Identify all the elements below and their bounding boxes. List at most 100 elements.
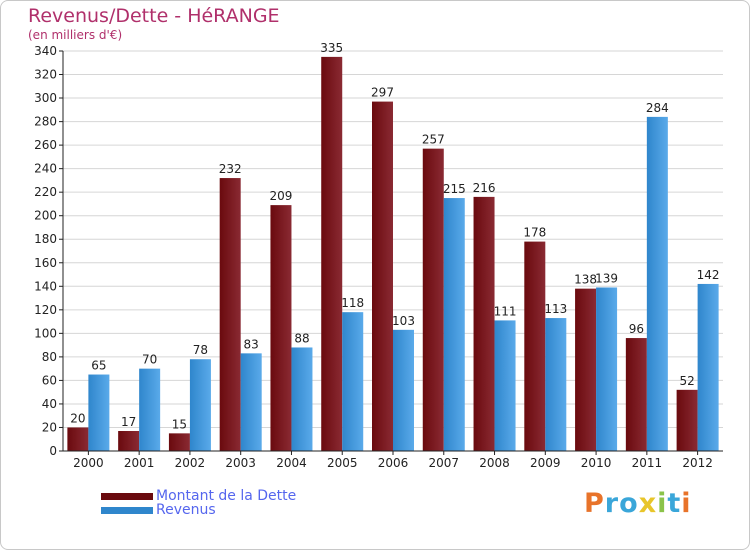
bar-revenue xyxy=(139,368,161,451)
bar-debt-label: 216 xyxy=(473,181,496,195)
y-tick-label: 120 xyxy=(34,303,57,317)
bar-debt xyxy=(524,241,546,451)
chart-title: Revenus/Dette - HéRANGE xyxy=(28,5,280,27)
x-tick-label: 2009 xyxy=(530,456,561,470)
y-tick-label: 300 xyxy=(34,91,57,105)
bar-revenue-label: 139 xyxy=(595,271,618,285)
bar-debt-label: 178 xyxy=(523,226,546,240)
legend-item-revenue: Revenus xyxy=(101,502,216,518)
bar-revenue xyxy=(189,359,211,451)
x-tick-label: 2002 xyxy=(175,456,206,470)
bar-revenue-label: 78 xyxy=(193,343,208,357)
bar-revenue-label: 65 xyxy=(91,359,106,373)
y-tick-label: 160 xyxy=(34,256,57,270)
legend-item-debt: Montant de la Dette xyxy=(101,488,296,504)
bar-debt-label: 232 xyxy=(219,162,242,176)
bar-revenue-label: 88 xyxy=(294,331,309,345)
y-tick-label: 280 xyxy=(34,115,57,129)
bar-debt xyxy=(219,178,241,451)
x-tick-label: 2003 xyxy=(225,456,256,470)
y-tick-label: 60 xyxy=(42,373,57,387)
legend-label-revenue: Revenus xyxy=(156,502,216,518)
legend-label-debt: Montant de la Dette xyxy=(156,488,297,504)
y-tick-label: 200 xyxy=(34,209,57,223)
bar-debt xyxy=(118,431,140,451)
bar-revenue xyxy=(494,320,516,451)
bar-debt xyxy=(473,196,495,451)
bar-debt xyxy=(270,205,292,451)
y-tick-label: 180 xyxy=(34,232,57,246)
y-tick-label: 260 xyxy=(34,138,57,152)
bar-debt xyxy=(321,56,343,451)
chart-subtitle: (en milliers d'€) xyxy=(28,28,123,42)
legend-swatch-debt xyxy=(101,492,153,500)
bar-debt xyxy=(625,338,647,451)
bar-revenue-label: 70 xyxy=(142,353,157,367)
bar-debt-label: 17 xyxy=(121,415,136,429)
bar-revenue xyxy=(393,329,414,451)
logo-letter: P xyxy=(584,488,605,519)
bar-revenue xyxy=(291,347,313,451)
bar-revenue-label: 113 xyxy=(544,302,567,316)
bar-debt-label: 138 xyxy=(574,273,597,287)
y-tick-label: 240 xyxy=(34,162,57,176)
y-tick-label: 340 xyxy=(34,44,57,58)
bar-debt-label: 52 xyxy=(679,374,694,388)
x-tick-label: 2007 xyxy=(428,456,459,470)
y-axis-ticks: 0 20 40 60 80 100 120 140 160 180 200 220 240 260 280 3… xyxy=(34,44,63,458)
x-tick-label: 2000 xyxy=(73,456,104,470)
y-tick-label: 40 xyxy=(42,397,57,411)
legend-swatch-revenue xyxy=(101,506,153,514)
bar-debt xyxy=(168,433,190,451)
bar-debt xyxy=(67,427,89,451)
y-tick-label: 100 xyxy=(34,326,57,340)
y-tick-label: 220 xyxy=(34,185,57,199)
bar-revenue xyxy=(545,318,567,451)
logo-letter: o xyxy=(619,488,639,519)
bars: 20 65 17 70 15 78 232 83 209 88 335 118 297 103 257 215… xyxy=(67,41,720,452)
proxiti-logo: Proxiti xyxy=(584,488,692,519)
logo-letter: t xyxy=(667,488,682,519)
bar-revenue-label: 83 xyxy=(244,337,259,351)
y-tick-label: 320 xyxy=(34,68,57,82)
bar-debt xyxy=(575,288,597,451)
bar-debt-label: 15 xyxy=(172,417,187,431)
bar-debt-label: 96 xyxy=(629,322,644,336)
x-tick-label: 2006 xyxy=(378,456,409,470)
x-axis-ticks: 2000 2001 2002 2003 2004 2005 2006 2007 2008 2009… xyxy=(73,451,713,470)
bar-revenue xyxy=(596,287,618,451)
y-tick-label: 140 xyxy=(34,279,57,293)
x-tick-label: 2011 xyxy=(632,456,663,470)
x-tick-label: 2012 xyxy=(682,456,713,470)
logo-letter: i xyxy=(657,488,668,519)
bar-revenue xyxy=(240,353,262,451)
x-tick-label: 2005 xyxy=(327,456,358,470)
bar-revenue-label: 284 xyxy=(646,101,669,115)
bar-debt-label: 335 xyxy=(320,41,343,55)
bar-revenue xyxy=(88,374,110,451)
bar-revenue-label: 103 xyxy=(392,314,415,328)
logo-letter: i xyxy=(681,488,692,519)
bar-debt xyxy=(372,101,393,452)
bar-debt-label: 257 xyxy=(422,133,445,147)
x-tick-label: 2001 xyxy=(124,456,155,470)
bar-revenue-label: 215 xyxy=(443,182,466,196)
bar-debt xyxy=(676,389,698,451)
bar-revenue xyxy=(342,312,364,451)
logo-letter: x xyxy=(638,488,658,519)
logo-letter: r xyxy=(604,488,620,519)
bar-revenue xyxy=(646,116,668,451)
y-tick-label: 20 xyxy=(42,420,57,434)
y-tick-label: 80 xyxy=(42,350,57,364)
x-tick-label: 2008 xyxy=(479,456,510,470)
bar-debt-label: 20 xyxy=(70,411,85,425)
bar-revenue-label: 111 xyxy=(494,304,517,318)
bar-revenue xyxy=(697,283,719,451)
bar-debt xyxy=(422,148,444,451)
y-tick-label: 0 xyxy=(49,444,57,458)
x-tick-label: 2010 xyxy=(581,456,612,470)
bar-debt-label: 297 xyxy=(371,86,394,100)
bar-revenue-label: 142 xyxy=(697,268,720,282)
